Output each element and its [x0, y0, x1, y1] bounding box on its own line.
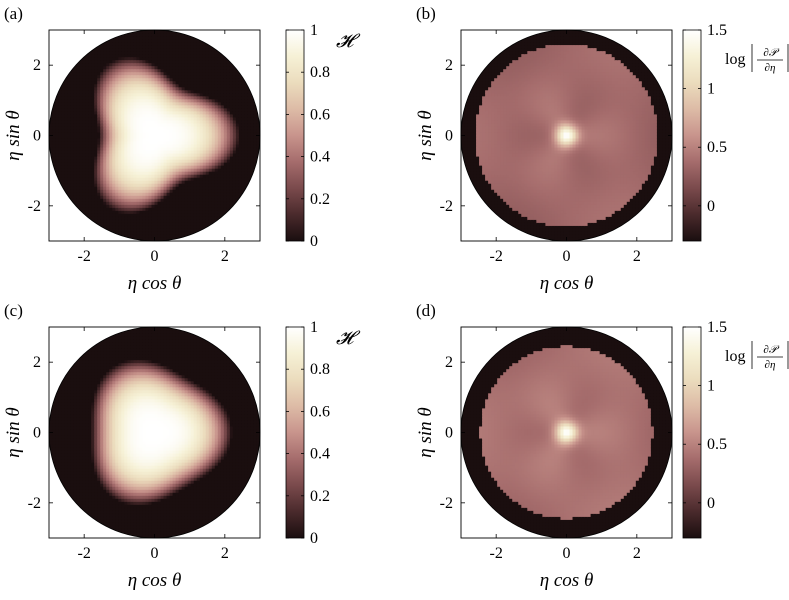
panel-label: (a)	[4, 4, 23, 23]
x-tick-label: -2	[490, 248, 503, 265]
x-axis-label: η cos θ	[128, 273, 182, 294]
colorbar	[682, 326, 702, 539]
colorbar	[285, 29, 305, 242]
colorbar-label: 𝓗	[336, 31, 361, 52]
panel-b: -2 0 2 -2 0 2 η cos θ η sin θ (b) 0 0.5 1 1.5 log ∂𝒫 ∂η	[415, 4, 789, 294]
x-axis-label: η cos θ	[128, 570, 182, 591]
colorbar-tick-label: 0.2	[310, 191, 330, 208]
colorbar-tick-label: 0.5	[707, 139, 727, 156]
y-tick-label: -2	[28, 198, 41, 215]
colorbar-tick-label: 0	[310, 530, 318, 547]
y-axis-label: η sin θ	[3, 407, 24, 457]
y-tick-label: 2	[445, 57, 453, 74]
colorbar-tick-label: 1	[707, 81, 715, 98]
colorbar-tick-label: 1.5	[707, 22, 727, 39]
panel-label: (b)	[416, 4, 436, 23]
y-axis-label: η sin θ	[415, 110, 436, 160]
x-tick-label: 0	[151, 545, 159, 562]
colorbar	[682, 29, 702, 242]
colorbar-tick-label: 1	[310, 22, 318, 39]
colorbar-label-numerator: ∂𝒫	[763, 47, 779, 59]
heatmap-field	[49, 30, 260, 241]
x-tick-label: -2	[490, 545, 503, 562]
x-tick-label: 0	[563, 545, 571, 562]
panel-label: (d)	[416, 301, 436, 320]
x-tick-label: 0	[563, 248, 571, 265]
y-tick-label: 0	[445, 425, 453, 442]
y-tick-label: -2	[440, 495, 453, 512]
panel-label: (c)	[4, 301, 23, 320]
colorbar-tick-label: 1.5	[707, 319, 727, 336]
x-axis-label: η cos θ	[540, 273, 594, 294]
colorbar-tick-label: 0.2	[310, 488, 330, 505]
colorbar-tick-label: 1	[310, 319, 318, 336]
panel-d: -2 0 2 -2 0 2 η cos θ η sin θ (d) 0 0.5 1 1.5 log ∂𝒫 ∂η	[415, 301, 789, 591]
y-tick-label: 0	[33, 128, 41, 145]
colorbar-tick-label: 0.4	[310, 149, 330, 166]
x-tick-label: 2	[633, 545, 641, 562]
colorbar-label-numerator: ∂𝒫	[763, 344, 779, 356]
x-tick-label: -2	[78, 248, 91, 265]
x-tick-label: 0	[151, 248, 159, 265]
colorbar-tick-label: 0	[707, 198, 715, 215]
colorbar-tick-label: 0.5	[707, 436, 727, 453]
x-tick-label: -2	[78, 545, 91, 562]
x-tick-label: 2	[633, 248, 641, 265]
colorbar-label-denominator: ∂η	[765, 359, 776, 371]
colorbar-tick-label: 1	[707, 378, 715, 395]
colorbar-tick-label: 0	[310, 233, 318, 250]
x-tick-label: 2	[221, 248, 229, 265]
colorbar-label-log: log	[725, 348, 745, 365]
panel-a: -2 0 2 -2 0 2 η cos θ η sin θ (a) 0 0.2 0.4 0.6 0.8 1 𝓗	[3, 4, 361, 294]
y-tick-label: 0	[445, 128, 453, 145]
colorbar-tick-label: 0.6	[310, 403, 330, 420]
y-tick-label: -2	[28, 495, 41, 512]
colorbar	[285, 326, 305, 539]
y-axis-label: η sin θ	[3, 110, 24, 160]
x-axis-label: η cos θ	[540, 570, 594, 591]
colorbar-tick-label: 0	[707, 495, 715, 512]
y-tick-label: -2	[440, 198, 453, 215]
colorbar-tick-label: 0.8	[310, 361, 330, 378]
y-tick-label: 2	[33, 354, 41, 371]
y-axis-label: η sin θ	[415, 407, 436, 457]
y-tick-label: 2	[445, 354, 453, 371]
colorbar-tick-label: 0.4	[310, 446, 330, 463]
colorbar-label-denominator: ∂η	[765, 62, 776, 74]
y-tick-label: 0	[33, 425, 41, 442]
colorbar-tick-label: 0.6	[310, 106, 330, 123]
colorbar-label: 𝓗	[336, 328, 361, 349]
colorbar-tick-label: 0.8	[310, 64, 330, 81]
colorbar-label-log: log	[725, 51, 745, 68]
panel-c: -2 0 2 -2 0 2 η cos θ η sin θ (c) 0 0.2 0.4 0.6 0.8 1 𝓗	[3, 301, 361, 591]
x-tick-label: 2	[221, 545, 229, 562]
y-tick-label: 2	[33, 57, 41, 74]
heatmap-field	[461, 327, 672, 538]
